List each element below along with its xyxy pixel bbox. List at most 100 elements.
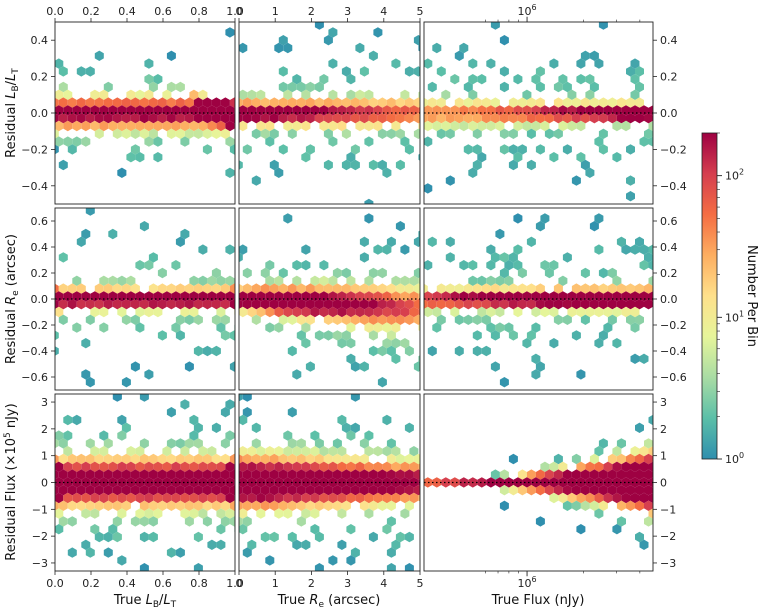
hexbin-p10	[211, 314, 221, 325]
hexbin-p22	[571, 453, 581, 465]
panel-p20-bins	[55, 394, 235, 571]
hexbin-p22	[635, 500, 644, 511]
hexbin-p02	[436, 66, 446, 77]
hexbin-p02	[589, 81, 599, 93]
hexbin-p22	[644, 453, 653, 465]
hexbin-p11	[292, 369, 302, 380]
hexbin-p12	[639, 260, 649, 271]
hexbin-p02	[463, 113, 473, 124]
hexbin-p12	[436, 314, 446, 325]
hexbin-p21	[341, 422, 351, 433]
hexbin-p11	[373, 244, 383, 255]
hexbin-p21	[314, 500, 324, 511]
hexbin-p12	[598, 267, 608, 279]
hexbin-p01	[400, 89, 410, 100]
hexbin-p21	[269, 531, 279, 543]
hexbin-p21	[260, 570, 262, 571]
hexbin-p01	[350, 144, 360, 155]
hexbin-p02	[585, 89, 595, 100]
hexbin-p20	[189, 492, 199, 504]
hexbin-p21	[292, 477, 302, 488]
hexbin-p00	[135, 120, 145, 132]
hexbin-p20	[180, 508, 190, 519]
hexbin-p12	[424, 260, 433, 271]
hexbin-p21	[314, 563, 324, 571]
hexbin-p12	[463, 314, 473, 325]
hexbin-p10	[135, 260, 145, 271]
hexbin-p21	[382, 477, 392, 488]
hexbin-p10	[103, 299, 113, 310]
hexbin-p00	[139, 113, 149, 124]
hexbin-p20	[85, 485, 95, 496]
hexbin-p02	[472, 159, 482, 171]
hexbin-p02	[472, 97, 482, 108]
hexbin-p22	[635, 485, 644, 496]
hexbin-p21	[269, 453, 279, 465]
hexbin-p21	[328, 477, 338, 488]
hexbin-p10	[90, 306, 100, 318]
hexbin-p01	[346, 152, 356, 163]
hexbin-p02	[576, 74, 586, 85]
hexbin-p20	[85, 547, 95, 558]
hexbin-p12	[644, 283, 653, 294]
hexbin-p00	[144, 136, 154, 147]
hexbin-p21	[395, 469, 405, 480]
hexbin-p12	[639, 244, 649, 255]
hexbin-p12	[486, 322, 496, 333]
hexbin-p10	[207, 275, 217, 286]
hexbin-p11	[301, 306, 311, 318]
hexbin-p21	[346, 555, 356, 566]
hexbin-p20	[180, 477, 190, 488]
hexbin-p11	[373, 322, 383, 333]
hexbin-p20	[229, 469, 235, 480]
hexbin-p00	[220, 97, 230, 108]
hexbin-p10	[85, 377, 95, 388]
hexbin-p01	[391, 58, 401, 69]
hexbin-p00	[229, 97, 235, 108]
hexbin-p10	[157, 330, 167, 341]
hexbin-p01	[239, 89, 248, 100]
hexbin-p21	[373, 477, 383, 488]
hexbin-p12	[558, 275, 568, 286]
hexbin-p12	[477, 306, 487, 318]
hexbin-p10	[211, 267, 221, 279]
hexbin-p00	[121, 128, 131, 139]
hexbin-p10	[139, 221, 149, 232]
hexbin-p01	[341, 97, 351, 108]
hexbin-p10	[189, 306, 199, 318]
hexbin-p12	[459, 260, 469, 271]
hexbin-p01	[350, 113, 360, 124]
hexbin-p20	[144, 508, 154, 519]
hexbin-p20	[171, 492, 181, 504]
hexbin-p10	[198, 275, 208, 286]
hexbin-p10	[211, 345, 221, 357]
hexbin-p21	[239, 394, 243, 402]
hexbin-p22	[594, 477, 604, 488]
hexbin-p02	[517, 97, 527, 108]
hexbin-p11	[386, 330, 396, 341]
hexbin-p02	[549, 152, 559, 163]
hexbin-p00	[184, 128, 194, 139]
hexbin-p02	[486, 120, 496, 132]
hexbin-p21	[310, 508, 320, 519]
hexbin-p20	[225, 477, 235, 488]
hexbin-p12	[486, 244, 496, 255]
hexbin-p10	[121, 283, 131, 294]
ytick-label-p20: −3	[32, 557, 48, 570]
hexbin-p00	[63, 89, 73, 100]
hexbin-p20	[99, 430, 109, 441]
hexbin-p02	[424, 120, 433, 132]
hexbin-p20	[220, 500, 230, 511]
hexbin-p01	[395, 159, 405, 171]
hexbin-p11	[239, 291, 248, 302]
hexbin-p12	[450, 306, 460, 318]
hexbin-p12	[630, 244, 640, 255]
hexbin-p20	[189, 414, 199, 426]
hexbin-p22	[612, 492, 622, 504]
hexbin-p20	[58, 469, 68, 480]
hexbin-p21	[377, 485, 387, 496]
hexbin-p21	[292, 539, 302, 550]
hexbin-p21	[314, 453, 324, 465]
hexbin-p21	[301, 492, 311, 504]
hexbin-p12	[553, 283, 563, 294]
